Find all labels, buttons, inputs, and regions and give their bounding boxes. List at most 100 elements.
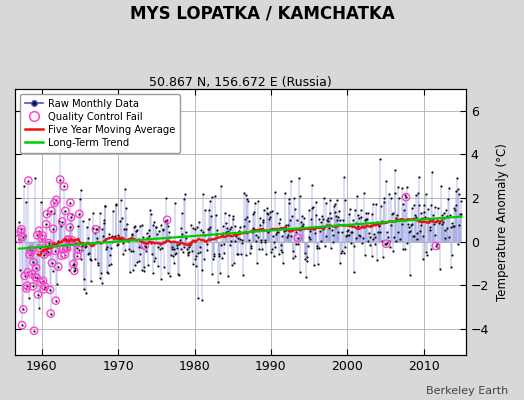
Point (86, 257, 95, 264)
Point (420, 202, 428, 209)
Point (450, 204, 458, 211)
Point (272, 229, 281, 235)
Point (337, 250, 345, 256)
Point (26, 247, 35, 253)
Point (22, 285, 30, 292)
Point (340, 174, 348, 180)
Point (399, 246, 407, 252)
Point (293, 235, 302, 241)
Point (25, 294, 33, 301)
Point (142, 244, 150, 250)
Point (264, 229, 272, 236)
Point (35, 228, 43, 234)
Point (34, 291, 42, 298)
Point (245, 218, 254, 224)
Point (172, 250, 180, 256)
Point (140, 268, 148, 274)
Point (441, 235, 449, 242)
Point (292, 240, 301, 247)
Point (354, 223, 363, 229)
Point (103, 269, 111, 275)
Point (15, 236, 23, 242)
Point (258, 246, 266, 252)
Point (92, 226, 101, 232)
Point (435, 220, 443, 226)
Point (24, 177, 32, 184)
Point (183, 252, 192, 258)
Point (130, 224, 138, 230)
Point (236, 224, 244, 230)
Point (32, 264, 40, 271)
Point (417, 222, 425, 228)
Point (49, 226, 58, 232)
Point (177, 246, 185, 252)
Point (342, 233, 351, 240)
Point (228, 213, 237, 220)
Point (60, 252, 69, 258)
Point (20, 273, 29, 279)
Point (232, 233, 240, 239)
Point (27, 248, 36, 254)
Point (41, 250, 50, 256)
Point (70, 268, 79, 274)
Point (26, 247, 35, 253)
Point (330, 203, 338, 210)
Point (29, 259, 38, 266)
Point (375, 222, 384, 229)
Point (334, 228, 342, 235)
Point (292, 229, 300, 236)
Point (341, 197, 349, 204)
Point (83, 250, 92, 257)
Point (171, 200, 179, 206)
Point (246, 250, 254, 256)
Point (311, 230, 319, 236)
Point (17, 228, 25, 235)
Point (243, 196, 252, 202)
Point (18, 322, 26, 328)
Point (316, 228, 324, 234)
Point (123, 221, 131, 228)
Point (313, 243, 321, 250)
Point (314, 261, 322, 267)
Point (415, 202, 423, 208)
Point (237, 251, 245, 258)
Point (408, 221, 416, 228)
Point (425, 224, 434, 230)
Point (31, 274, 40, 280)
Point (402, 240, 411, 246)
Point (287, 233, 295, 240)
Point (394, 228, 402, 235)
Point (68, 211, 77, 217)
Point (356, 233, 364, 239)
Point (417, 210, 425, 217)
Point (97, 270, 105, 276)
Point (121, 186, 129, 193)
Point (205, 226, 213, 232)
Point (343, 232, 352, 238)
Point (177, 225, 185, 232)
Point (443, 213, 452, 219)
Point (101, 203, 109, 210)
Point (72, 245, 81, 251)
Point (281, 190, 289, 196)
Point (296, 193, 304, 199)
Point (51, 248, 59, 254)
Point (24, 177, 32, 184)
Point (268, 208, 277, 214)
Point (211, 231, 220, 238)
Point (182, 234, 191, 241)
Point (95, 224, 103, 230)
Point (202, 241, 211, 247)
Point (35, 305, 43, 311)
Point (49, 226, 58, 232)
Point (223, 228, 232, 234)
Point (286, 217, 294, 224)
Point (449, 223, 457, 229)
Point (369, 236, 377, 242)
Point (382, 240, 390, 247)
Point (155, 228, 163, 234)
Point (28, 271, 36, 278)
Point (309, 203, 317, 210)
Point (208, 194, 216, 200)
Point (386, 244, 394, 250)
